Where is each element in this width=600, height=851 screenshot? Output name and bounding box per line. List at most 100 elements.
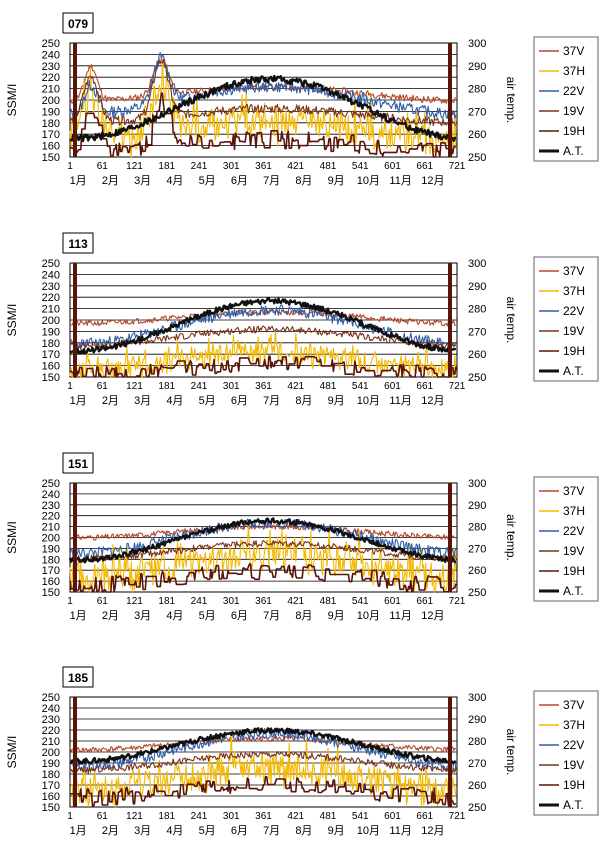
x-tick-label: 1 [67,811,73,822]
x-tick-label: 721 [449,596,466,607]
x-month-label: 2月 [102,825,119,837]
y-tick-label: 220 [42,292,60,304]
series-line-37V [69,58,457,104]
y2-tick-label: 290 [468,500,486,512]
legend: 37V 37H 22V 19V 19H A.T. [533,476,599,602]
x-month-label: 11月 [389,825,411,837]
series-line-22V [69,517,457,559]
y2-tick-label: 270 [468,543,486,555]
x-tick-label: 661 [416,811,433,822]
x-tick-label: 361 [255,161,272,172]
legend-label: 22V [563,304,584,318]
chart-title: 079 [62,12,94,34]
series-line-37H [69,330,457,378]
legend-box [533,36,599,162]
series-line-37V [69,523,456,541]
y-axis-label: SSM/I [5,521,19,554]
x-month-label: 10月 [357,395,380,407]
x-tick-label: 661 [416,381,433,392]
chart-panel-113: 1132502402302202102001901801701601503002… [5,232,599,407]
y-tick-label: 220 [42,72,60,84]
x-month-label: 12月 [421,825,444,837]
x-month-label: 7月 [263,825,280,837]
x-tick-label: 241 [191,811,208,822]
y-tick-label: 200 [42,95,60,107]
x-tick-label: 301 [223,381,240,392]
y-tick-label: 150 [42,802,60,814]
y2-tick-label: 270 [468,106,486,118]
y2-tick-label: 260 [468,129,486,141]
y2-axis-label: air temp. [504,729,518,776]
x-month-label: 12月 [421,610,444,622]
y2-tick-label: 250 [468,587,486,599]
series-line-AT [69,297,457,355]
x-tick-label: 301 [223,811,240,822]
x-tick-label: 541 [352,811,369,822]
x-tick-label: 1 [67,596,73,607]
x-tick-label: 181 [158,811,175,822]
y-tick-label: 150 [42,152,60,164]
x-month-label: 3月 [134,825,151,837]
legend: 37V 37H 22V 19V 19H A.T. [533,256,599,382]
y-tick-label: 150 [42,372,60,384]
y2-tick-label: 300 [468,692,486,704]
y-tick-label: 170 [42,349,60,361]
y2-tick-label: 290 [468,714,486,726]
x-tick-label: 541 [352,596,369,607]
y-tick-label: 160 [42,576,60,588]
x-month-label: 4月 [166,175,183,187]
x-tick-label: 241 [191,381,208,392]
x-tick-label: 421 [287,161,304,172]
legend-label: A.T. [563,798,584,812]
x-month-label: 3月 [134,395,151,407]
y2-tick-label: 300 [468,258,486,270]
y-tick-label: 190 [42,326,60,338]
legend-label: 19V [563,544,584,558]
y2-tick-label: 270 [468,758,486,770]
x-tick-label: 421 [287,596,304,607]
x-month-label: 11月 [389,610,411,622]
legend-label: 19V [563,324,584,338]
y2-tick-label: 280 [468,522,486,534]
legend-label: 37H [563,284,585,298]
series-line-22V [69,304,457,350]
x-tick-label: 121 [126,596,143,607]
legend: 37V 37H 22V 19V 19H A.T. [533,690,599,816]
legend-box [533,690,599,816]
x-tick-label: 121 [126,381,143,392]
x-month-label: 4月 [166,610,183,622]
y-tick-label: 230 [42,61,60,73]
x-month-label: 9月 [328,395,345,407]
x-month-label: 7月 [263,395,280,407]
x-tick-label: 361 [255,811,272,822]
x-month-label: 1月 [70,610,87,622]
x-tick-label: 601 [384,161,401,172]
x-tick-label: 181 [158,161,175,172]
legend-box [533,476,599,602]
chart-panel-079: 0792502402302202102001901801701601503002… [5,12,599,187]
y-tick-label: 200 [42,533,60,545]
x-month-label: 2月 [102,610,119,622]
legend-label: 37V [563,484,584,498]
x-month-label: 2月 [102,175,119,187]
x-tick-label: 301 [223,596,240,607]
legend-label: 19H [563,564,585,578]
legend-label: 37H [563,718,585,732]
legend: 37V 37H 22V 19V 19H A.T. [533,36,599,162]
x-month-label: 1月 [70,395,87,407]
x-tick-label: 601 [384,381,401,392]
legend-label: 19V [563,758,584,772]
x-tick-label: 61 [97,381,109,392]
y-tick-label: 210 [42,736,60,748]
x-tick-label: 241 [191,596,208,607]
y2-tick-label: 280 [468,84,486,96]
y-tick-label: 250 [42,692,60,704]
y-tick-label: 240 [42,49,60,61]
y-tick-label: 190 [42,543,60,555]
x-month-label: 6月 [231,395,248,407]
y2-tick-label: 250 [468,372,486,384]
legend-label: 37V [563,264,584,278]
legend-label: 37H [563,504,585,518]
y-axis-label: SSM/I [5,84,19,117]
